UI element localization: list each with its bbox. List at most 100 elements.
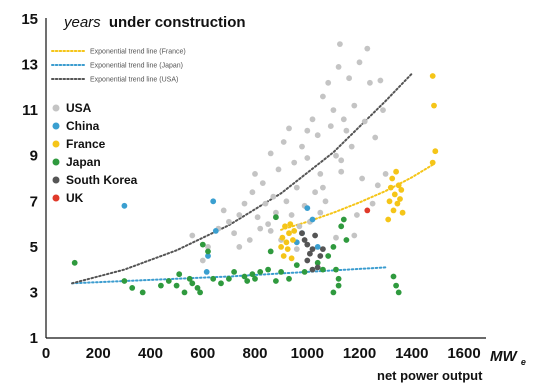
point-france [398,187,405,193]
y-tick-label: 13 [21,57,38,74]
point-france [386,198,393,205]
point-japan [158,282,164,289]
point-usa [322,198,329,205]
point-japan [340,216,347,223]
point-france [397,196,403,202]
point-usa [286,125,292,132]
point-japan [249,271,256,278]
point-japan [393,282,399,289]
point-usa [293,246,300,253]
point-usa [189,232,196,239]
point-usa [259,180,266,187]
point-japan [286,275,292,282]
point-japan [320,266,326,273]
point-japan [244,278,251,284]
point-south-korea [314,264,321,271]
data-points [71,41,439,296]
point-usa [236,244,243,250]
point-japan [330,289,337,296]
point-usa [330,107,337,113]
point-japan [181,289,188,296]
trend-line [280,163,434,231]
point-france [286,230,292,237]
point-usa [270,193,277,200]
point-china [304,205,311,212]
point-usa [351,232,358,239]
x-axis-unit-main: MW [490,348,518,365]
point-usa [346,75,352,82]
point-usa [361,118,368,125]
point-usa [382,171,389,177]
point-usa [231,230,238,237]
point-usa [296,223,303,230]
point-china [121,202,128,209]
point-france [290,237,296,243]
point-france [280,253,287,259]
point-usa [337,41,343,47]
point-south-korea [299,230,305,237]
point-usa [377,77,384,84]
point-usa [220,207,227,214]
point-usa [343,127,350,134]
point-usa [262,200,269,207]
point-usa [351,102,358,109]
point-usa [252,171,258,177]
legend-swatch [52,158,60,166]
point-japan [335,282,342,289]
y-tick-label: 9 [30,148,38,165]
legend: Exponential trend line (France) Exponenti… [51,49,186,205]
x-tick-labels: 0 200 400 600 800 1000 1200 1400 1600 [42,345,481,362]
point-usa [254,214,261,221]
x-tick-label: 400 [138,345,163,362]
point-japan [226,275,232,282]
point-usa [327,123,334,129]
y-axis-label-rest: under construction [109,14,246,31]
legend-trend-label: Exponential trend line (Japan) [90,63,183,70]
point-usa [317,171,324,177]
point-japan [293,262,300,268]
point-france [288,255,295,262]
point-france [279,234,286,241]
y-axis-label: years under construction [63,14,246,31]
y-tick-label: 7 [30,193,38,210]
point-usa [304,127,311,134]
point-japan [390,273,397,280]
point-france [399,209,406,216]
point-japan [265,266,271,273]
point-usa [320,93,326,100]
x-tick-label: 0 [42,345,50,362]
point-japan [189,280,196,287]
point-france [291,228,298,234]
point-usa [273,209,279,216]
point-japan [314,259,321,266]
point-japan [333,266,339,273]
point-japan [199,241,206,248]
point-japan [267,248,274,255]
point-usa [283,198,290,205]
point-france [429,73,436,79]
point-china [203,269,210,275]
x-axis-label: net power output [377,368,483,383]
point-japan [194,285,201,291]
point-japan [139,289,146,296]
point-usa [369,200,376,207]
point-japan [338,223,345,230]
point-usa [275,166,282,173]
legend-swatch [52,104,60,112]
point-south-korea [301,237,308,243]
point-france [387,184,394,191]
point-usa [267,228,274,234]
y-tick-label: 1 [30,330,38,347]
point-france [287,221,294,228]
point-japan [257,269,264,275]
point-usa [335,64,342,70]
y-tick-label: 15 [21,11,38,28]
x-axis-unit-sub: e [521,357,526,367]
point-france [278,244,284,250]
point-usa [267,150,274,157]
point-usa [288,212,295,218]
point-usa [354,212,360,218]
point-usa [309,116,316,123]
